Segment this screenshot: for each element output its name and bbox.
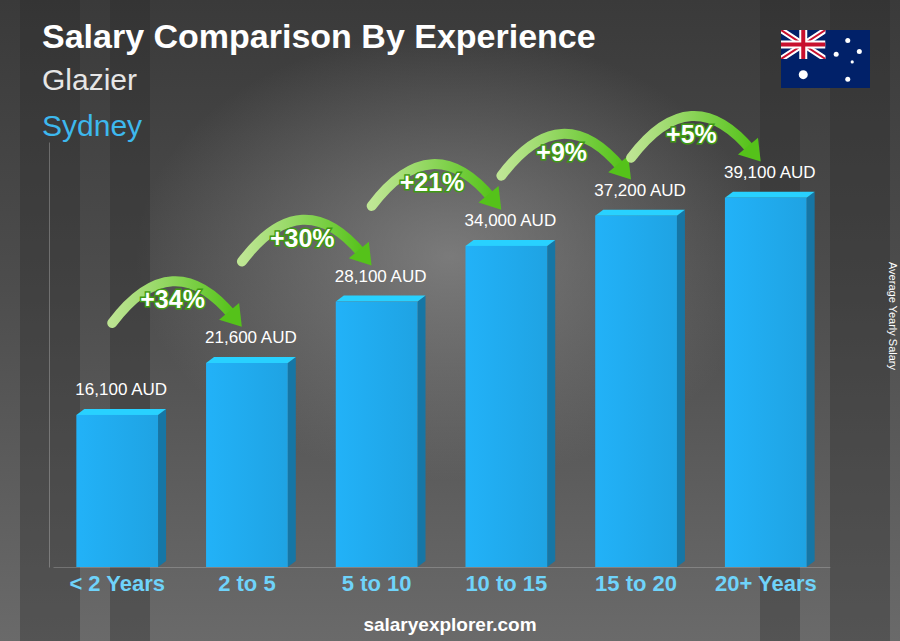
data-label: 16,100 AUD	[75, 380, 167, 399]
x-tick-label: 10 to 15	[465, 571, 547, 596]
subtitle: Glazier	[42, 63, 137, 96]
x-tick-label: 5 to 10	[342, 571, 412, 596]
flag-star	[845, 77, 850, 82]
x-tick: 20+ Years	[715, 571, 817, 596]
background-panel	[20, 0, 80, 641]
flag-saltire	[781, 30, 826, 59]
x-tick: 2 to 5	[218, 571, 275, 596]
location: Sydney	[42, 109, 142, 142]
annotation-arrowhead	[219, 303, 242, 327]
background-glow	[0, 0, 900, 641]
bar	[336, 302, 418, 567]
data-label: 34,000 AUD	[465, 211, 557, 230]
x-tick: < 2 Years	[69, 571, 165, 596]
annotation-arrow	[372, 164, 493, 206]
bar-top	[595, 210, 685, 216]
y-axis-line	[49, 143, 50, 568]
data-labels: 16,100 AUD 21,600 AUD 28,100 AUD 34,000 AUD…	[75, 163, 815, 399]
bar-side	[807, 192, 815, 567]
bar	[76, 415, 158, 567]
bar-side	[677, 210, 685, 567]
flag-star	[834, 52, 839, 57]
annotation-arrow	[112, 281, 233, 323]
annotation: +21%	[372, 164, 502, 210]
flag-union	[781, 30, 826, 59]
data-label: 28,100 AUD	[335, 267, 427, 286]
flag-saltire-red	[781, 30, 826, 59]
annotation-arrow	[631, 116, 752, 158]
bar	[206, 363, 288, 567]
x-tick-label: < 2 Years	[69, 571, 165, 596]
x-tick-label: 20+ Years	[715, 571, 817, 596]
bar-top	[465, 240, 555, 246]
bar-side	[158, 409, 166, 567]
background	[0, 0, 900, 641]
x-axis: < 2 Years 2 to 5 5 to 10 10 to 15 15 to 20 20…	[54, 568, 831, 596]
bar-top	[206, 357, 296, 363]
bar-side	[418, 296, 426, 567]
bar-top	[725, 192, 815, 198]
annotation-arrow	[242, 220, 363, 262]
x-tick: 10 to 15	[465, 571, 547, 596]
flag-cross-red	[781, 30, 826, 59]
annotation: +30%	[242, 220, 372, 266]
x-tick: 5 to 10	[342, 571, 412, 596]
x-axis-line	[54, 567, 831, 568]
annotation-arrowhead	[738, 138, 761, 162]
data-label: 39,100 AUD	[724, 163, 816, 182]
annotation: +5%	[631, 116, 761, 162]
bar	[725, 198, 807, 567]
annotation-label: +21%	[400, 168, 465, 196]
flag-star	[799, 70, 808, 79]
bar-side	[288, 357, 296, 567]
annotation: +34%	[112, 281, 242, 327]
flag-field	[781, 30, 870, 88]
bar-top	[76, 409, 166, 415]
annotation-arrowhead	[479, 186, 502, 210]
annotation-label: +30%	[270, 224, 335, 252]
data-label: 37,200 AUD	[594, 181, 686, 200]
x-tick-label: 15 to 20	[595, 571, 677, 596]
annotation-label: +9%	[536, 138, 587, 166]
annotation-arrow	[501, 134, 622, 176]
title: Salary Comparison By Experience	[42, 17, 596, 55]
bar-top	[336, 296, 426, 302]
flag	[781, 30, 870, 88]
annotation-label: +34%	[140, 285, 205, 313]
bars	[76, 192, 814, 567]
annotation: +9%	[501, 134, 631, 180]
source: salaryexplorer.com	[363, 614, 536, 635]
chart-root: < 2 Years 2 to 5 5 to 10 10 to 15 15 to 20 20…	[0, 0, 900, 641]
y-axis-title: Average Yearly Salary	[887, 262, 899, 371]
bar	[595, 216, 677, 567]
x-tick: 15 to 20	[595, 571, 677, 596]
annotation-label: +5%	[666, 120, 717, 148]
y-axis	[49, 143, 50, 568]
background-panel	[830, 0, 890, 641]
data-label: 21,600 AUD	[205, 328, 297, 347]
flag-star	[845, 38, 850, 43]
bar	[465, 246, 547, 567]
flag-star	[851, 60, 854, 63]
x-tick-label: 2 to 5	[218, 571, 275, 596]
annotation-arrowhead	[349, 242, 372, 266]
flag-star	[857, 49, 862, 54]
bar-side	[547, 240, 555, 567]
annotations: +34% +30% +21% +9% +5%	[112, 116, 761, 327]
flag-cross	[781, 30, 826, 59]
